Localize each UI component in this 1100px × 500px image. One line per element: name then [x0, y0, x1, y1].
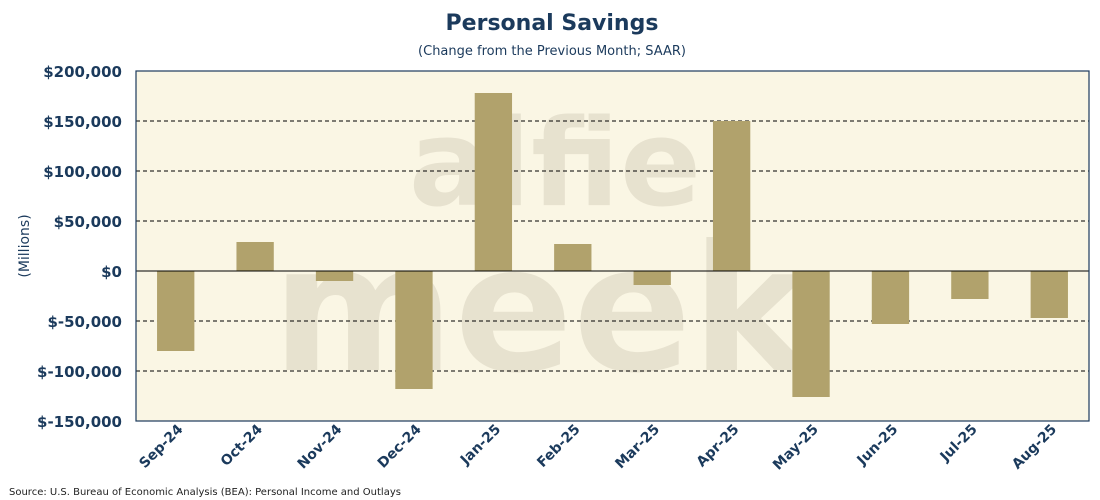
x-tick-label: Feb-25: [534, 422, 583, 471]
y-tick-label: $0: [101, 263, 122, 281]
x-axis-ticks: Sep-24 Oct-24 Nov-24 Dec-24 Jan-25 Feb-25 Mar-…: [136, 421, 1060, 473]
bar-apr-25: [712, 121, 751, 271]
bar-dec-24: [395, 271, 433, 389]
x-tick-label: Jan-25: [457, 422, 504, 469]
watermark: alfie meek: [272, 95, 812, 412]
x-tick-label: Mar-25: [612, 422, 663, 473]
x-tick-label: Apr-25: [694, 422, 743, 471]
bar-mar-25: [633, 271, 671, 285]
x-tick-label: Jul-25: [937, 422, 981, 466]
y-tick-label: $-100,000: [37, 363, 122, 381]
y-tick-label: $-150,000: [37, 413, 122, 431]
bar-feb-25: [554, 244, 592, 271]
y-tick-label: $50,000: [54, 213, 122, 231]
bars: [157, 93, 1068, 397]
bar-may-25: [792, 271, 830, 397]
bar-oct-24: [236, 242, 274, 271]
x-tick-label: May-25: [770, 422, 822, 474]
chart-title: Personal Savings: [446, 11, 659, 36]
x-tick-label: Oct-24: [218, 421, 266, 469]
x-tick-label: Dec-24: [375, 421, 425, 471]
y-tick-label: $150,000: [43, 113, 122, 131]
plot-border: [135, 70, 1090, 422]
watermark-line-1: alfie: [409, 95, 701, 234]
source-note: Source: U.S. Bureau of Economic Analysis…: [9, 487, 401, 498]
x-tick-label: Aug-25: [1009, 422, 1060, 473]
bar-aug-25: [1030, 271, 1068, 318]
y-axis-label: (Millions): [17, 214, 33, 277]
y-tick-label: $200,000: [43, 63, 122, 81]
bar-sep-24: [157, 271, 195, 351]
y-axis-ticks: $-150,000 $-100,000 $-50,000 $0 $50,000 $100,…: [37, 63, 122, 431]
bar-jul-25: [951, 271, 989, 299]
x-tick-label: Sep-24: [136, 421, 186, 471]
y-tick-label: $-50,000: [47, 313, 122, 331]
bar-jan-25: [474, 93, 513, 271]
y-tick-label: $100,000: [43, 163, 122, 181]
chart-subtitle: (Change from the Previous Month; SAAR): [418, 44, 686, 59]
x-tick-label: Jun-25: [854, 422, 902, 470]
bar-jun-25: [871, 271, 910, 324]
gridlines: [136, 120, 1089, 372]
x-tick-label: Nov-24: [295, 421, 346, 472]
bar-nov-24: [315, 271, 354, 281]
plot-area: [136, 71, 1089, 421]
